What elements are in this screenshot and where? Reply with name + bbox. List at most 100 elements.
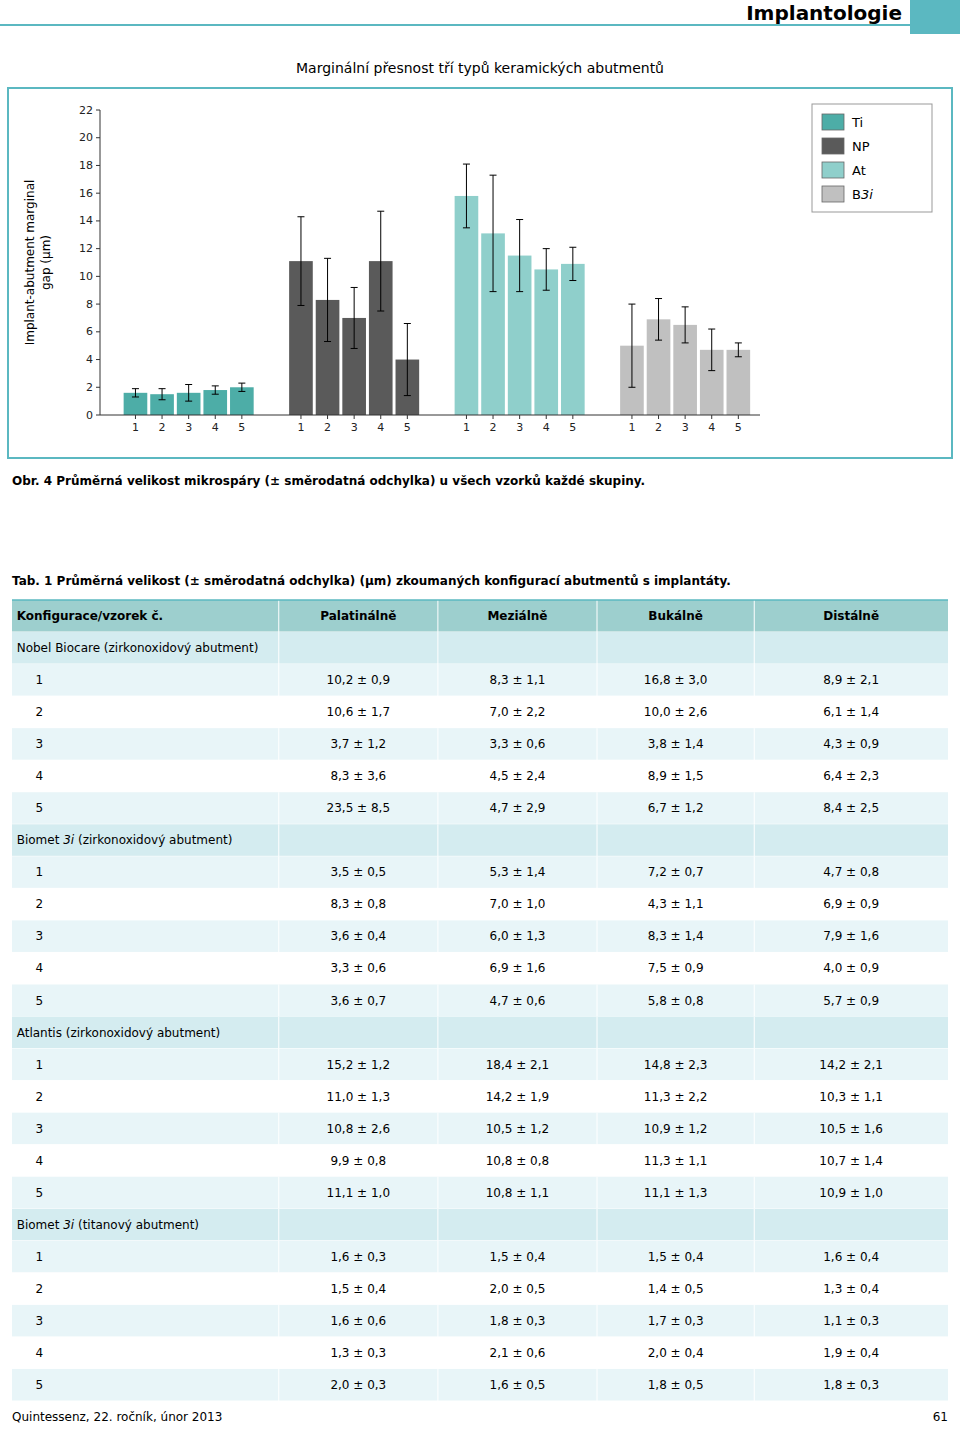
table-col-sep	[278, 984, 279, 1016]
table-cell: 7,5 ± 0,9	[648, 961, 704, 975]
x-tick-label: 5	[569, 421, 576, 434]
table-row-bg	[12, 728, 948, 760]
table-col-sep	[597, 1049, 598, 1081]
table-cell: 5,3 ± 1,4	[490, 865, 546, 879]
table-cell: 2	[35, 1282, 43, 1296]
error-bar	[351, 287, 358, 348]
table-cell: 8,3 ± 3,6	[330, 769, 386, 783]
y-axis-label-line: gap (μm)	[39, 235, 53, 290]
table-row-bg	[12, 920, 948, 952]
table-col-sep	[437, 888, 438, 920]
table-cell: 1	[35, 1058, 43, 1072]
x-tick-label: 1	[132, 421, 139, 434]
table-cell: 10,8 ± 2,6	[327, 1122, 391, 1136]
legend-swatch	[822, 186, 844, 202]
table-col-sep	[754, 952, 755, 984]
y-tick	[96, 359, 100, 360]
table-cell: 4,7 ± 0,8	[823, 865, 879, 879]
table-row-bg	[12, 1017, 948, 1049]
y-tick-label: 8	[86, 298, 93, 311]
footer: Quintessenz, 22. ročník, únor 2013	[12, 1410, 222, 1424]
table-row-bg	[12, 600, 948, 632]
y-axis-line	[100, 110, 101, 415]
table-cell: 3,3 ± 0,6	[490, 737, 546, 751]
y-tick	[96, 137, 100, 138]
text-part: 3i	[63, 1218, 75, 1232]
table-cell: 2,0 ± 0,5	[490, 1282, 546, 1296]
table-cell: 3	[35, 1122, 43, 1136]
table-cell: 1,5 ± 0,4	[648, 1250, 704, 1264]
x-tick-label: 1	[463, 421, 470, 434]
table-cell: 3,5 ± 0,5	[330, 865, 386, 879]
table-cell: 1,5 ± 0,4	[330, 1282, 386, 1296]
table-col-sep	[754, 1113, 755, 1145]
table-row-bg	[12, 952, 948, 984]
table-cell: 1	[35, 865, 43, 879]
table-row-bg	[12, 792, 948, 824]
table-col-sep	[597, 696, 598, 728]
table-col-sep	[278, 600, 279, 632]
table-col-sep	[754, 1273, 755, 1305]
table-col-sep	[754, 1049, 755, 1081]
legend-swatch	[822, 138, 844, 154]
bar	[534, 269, 558, 415]
text-part: 3i	[861, 187, 873, 202]
table-col-sep	[754, 1337, 755, 1369]
table-cell: 1,9 ± 0,4	[823, 1346, 879, 1360]
x-tick-label: 2	[655, 421, 662, 434]
table-cell: 1,8 ± 0,5	[648, 1378, 704, 1392]
table-col-sep	[437, 920, 438, 952]
x-tick	[546, 415, 547, 419]
table-cell: 4,3 ± 1,1	[648, 897, 704, 911]
table-col-sep	[597, 1177, 598, 1209]
table-col-sep	[437, 1241, 438, 1273]
error-bar	[185, 385, 192, 402]
table-cell: 10,3 ± 1,1	[819, 1090, 883, 1104]
y-tick-label: 10	[79, 270, 93, 283]
text-part: Biomet	[17, 833, 64, 847]
table-row-bg	[12, 1081, 948, 1113]
table-cell: 5	[35, 1378, 43, 1392]
page-title: Implantologie	[746, 1, 902, 25]
table-col-sep	[597, 1273, 598, 1305]
table-cell: 10,5 ± 1,6	[819, 1122, 883, 1136]
bars	[124, 164, 751, 415]
table-col-sep	[597, 1113, 598, 1145]
table-cell: 1,1 ± 0,3	[823, 1314, 879, 1328]
legend-label: At	[852, 163, 866, 178]
table-cell: 2,0 ± 0,4	[648, 1346, 704, 1360]
table-cell: 1,7 ± 0,3	[648, 1314, 704, 1328]
table-group-name: Nobel Biocare (zirkonoxidový abutment)	[17, 641, 259, 655]
text-part: 3i	[63, 833, 75, 847]
table-cell: 11,1 ± 1,0	[327, 1186, 391, 1200]
table-col-sep	[597, 1081, 598, 1113]
table-row-bg	[12, 760, 948, 792]
table-col-sep	[437, 632, 438, 664]
table-col-sep	[597, 1241, 598, 1273]
table-col-sep	[754, 888, 755, 920]
table-cell: 4	[35, 961, 43, 975]
table-col-sep	[278, 1049, 279, 1081]
table-cell: 7,0 ± 1,0	[490, 897, 546, 911]
table-col-sep	[437, 1145, 438, 1177]
table-col-sep	[597, 600, 598, 632]
table-cell: 8,9 ± 1,5	[648, 769, 704, 783]
y-tick-label: 6	[86, 325, 93, 338]
error-bar	[463, 164, 470, 228]
table-col-sep	[597, 856, 598, 888]
table-cell: 8,3 ± 1,1	[490, 673, 546, 687]
table-cell: 6,9 ± 1,6	[490, 961, 546, 975]
table-cell: 1,5 ± 0,4	[490, 1250, 546, 1264]
error-bar	[324, 258, 331, 341]
table-col-sep	[278, 1113, 279, 1145]
table-group-name: Biomet 3i (titanový abutment)	[17, 1218, 199, 1232]
x-tick	[215, 415, 216, 419]
table-cell: 10,7 ± 1,4	[819, 1154, 883, 1168]
table-col-sep	[754, 1177, 755, 1209]
table-cell: 16,8 ± 3,0	[644, 673, 708, 687]
page: ImplantologieMarginální přesnost tří typ…	[0, 0, 960, 1439]
table-col-sep	[597, 984, 598, 1016]
table-col-sep	[754, 728, 755, 760]
table-col-sep	[597, 1145, 598, 1177]
table-col-sep	[278, 1017, 279, 1049]
